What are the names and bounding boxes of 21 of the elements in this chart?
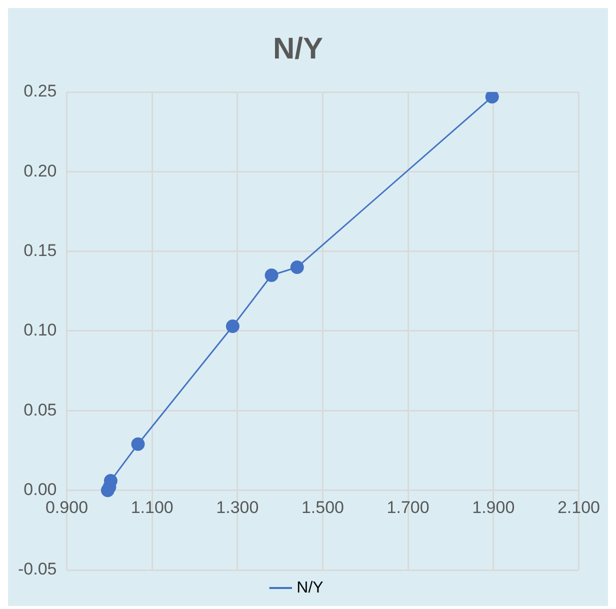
point <box>485 92 499 104</box>
x-tick-label: 1.500 <box>301 498 344 518</box>
legend-label: N/Y <box>296 579 324 596</box>
y-tick-label: 0.15 <box>24 241 57 260</box>
y-tick-label: 0.20 <box>24 161 57 180</box>
y-tick-label: -0.05 <box>18 560 57 579</box>
x-tick-label: 0.900 <box>45 498 88 518</box>
x-tick-label: 1.100 <box>130 498 174 518</box>
x-tick-label: 2.100 <box>557 498 600 518</box>
point <box>131 437 145 451</box>
y-tick-label: 0.10 <box>24 320 57 340</box>
point <box>264 268 278 282</box>
x-tick-label: 1.700 <box>386 498 430 518</box>
y-tick-label: 0.25 <box>24 82 57 101</box>
point <box>226 319 240 333</box>
x-tick-label: 1.300 <box>216 498 259 518</box>
x-tick-label: 1.900 <box>472 498 515 518</box>
y-tick-label: 0.00 <box>24 480 57 500</box>
y-tick-label: 0.05 <box>24 400 57 420</box>
point <box>290 260 304 274</box>
chart-title: N/Y <box>272 32 324 66</box>
